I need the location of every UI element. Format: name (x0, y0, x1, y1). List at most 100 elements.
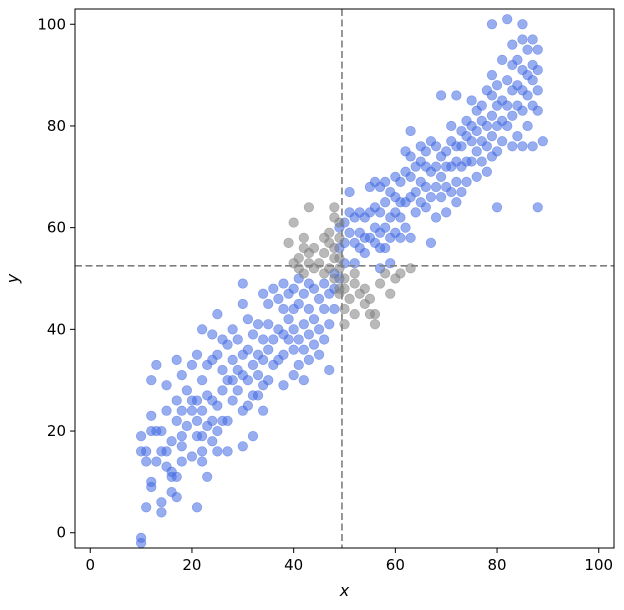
data-point (308, 314, 320, 325)
data-point (324, 364, 335, 376)
data-point (197, 375, 208, 386)
data-point (161, 446, 172, 457)
data-point (349, 278, 360, 289)
x-tick-label: 0 (85, 556, 95, 574)
data-point (242, 375, 253, 386)
data-point (507, 110, 518, 121)
x-axis-label: x (339, 581, 350, 600)
data-point (176, 431, 187, 442)
data-point (324, 227, 335, 238)
data-point (359, 283, 370, 294)
data-point (395, 212, 406, 223)
data-point (298, 344, 309, 355)
data-point (288, 370, 299, 381)
data-point (451, 176, 462, 187)
data-point (186, 405, 198, 416)
data-point (227, 375, 238, 386)
data-point (303, 303, 315, 315)
data-point (227, 324, 238, 335)
data-point (308, 339, 320, 350)
data-point (237, 298, 248, 310)
data-point (242, 314, 253, 325)
y-tick-label: 100 (37, 15, 66, 33)
data-point (319, 303, 330, 315)
reference-lines (75, 9, 614, 548)
data-point (441, 207, 452, 218)
data-point (502, 75, 513, 86)
data-point (349, 308, 360, 320)
data-point (176, 441, 187, 452)
data-point (161, 405, 172, 416)
data-point (258, 405, 269, 416)
data-point (430, 181, 442, 193)
data-point (176, 456, 187, 467)
data-point (171, 471, 182, 482)
data-point (339, 273, 350, 284)
data-point (410, 186, 421, 198)
data-point (197, 324, 208, 335)
data-point (283, 237, 294, 249)
data-point (247, 359, 259, 371)
y-tick-label: 0 (56, 524, 66, 542)
data-point (395, 232, 406, 243)
data-point (436, 171, 447, 182)
data-point (420, 181, 431, 193)
data-point (420, 202, 431, 213)
data-point (252, 370, 264, 381)
data-point (258, 354, 269, 365)
data-point (237, 441, 248, 452)
data-point (436, 90, 447, 101)
data-point (232, 385, 243, 396)
data-point (207, 415, 218, 426)
plot-frame (74, 8, 615, 549)
data-point (268, 283, 279, 294)
data-point (247, 329, 259, 340)
data-point (405, 151, 416, 162)
data-point (273, 293, 284, 304)
data-point (191, 395, 203, 406)
data-point (151, 359, 162, 371)
data-point (517, 141, 528, 152)
data-point (308, 283, 320, 294)
data-point (207, 436, 218, 447)
data-point (293, 334, 304, 345)
data-point (359, 247, 370, 259)
data-point (202, 471, 213, 482)
data-point (278, 278, 289, 289)
data-point (420, 146, 431, 157)
data-point (344, 186, 355, 198)
data-point (181, 420, 192, 432)
data-point (374, 207, 386, 218)
data-point (151, 456, 162, 467)
data-point (405, 232, 416, 243)
data-point (319, 247, 330, 259)
data-point (171, 492, 182, 503)
data-point (339, 283, 350, 294)
data-point (517, 19, 528, 30)
data-point (146, 476, 157, 488)
data-point (176, 405, 187, 416)
data-point (227, 354, 238, 365)
data-point (369, 319, 381, 330)
data-point (527, 75, 538, 86)
data-point (298, 288, 309, 299)
data-point (161, 380, 172, 391)
data-point (502, 14, 513, 25)
data-point (156, 497, 167, 508)
data-point (334, 217, 345, 228)
data-point (298, 319, 309, 330)
data-point (334, 232, 345, 243)
data-point (283, 334, 294, 345)
data-point (197, 456, 208, 467)
data-point (486, 110, 498, 121)
data-point (395, 176, 406, 187)
data-point (212, 446, 223, 457)
data-point (430, 161, 442, 172)
data-point (191, 502, 203, 513)
data-point (486, 131, 498, 142)
data-point (329, 273, 340, 284)
data-point (344, 227, 355, 238)
data-point (471, 146, 482, 157)
data-point (313, 258, 325, 269)
data-point (491, 146, 503, 157)
